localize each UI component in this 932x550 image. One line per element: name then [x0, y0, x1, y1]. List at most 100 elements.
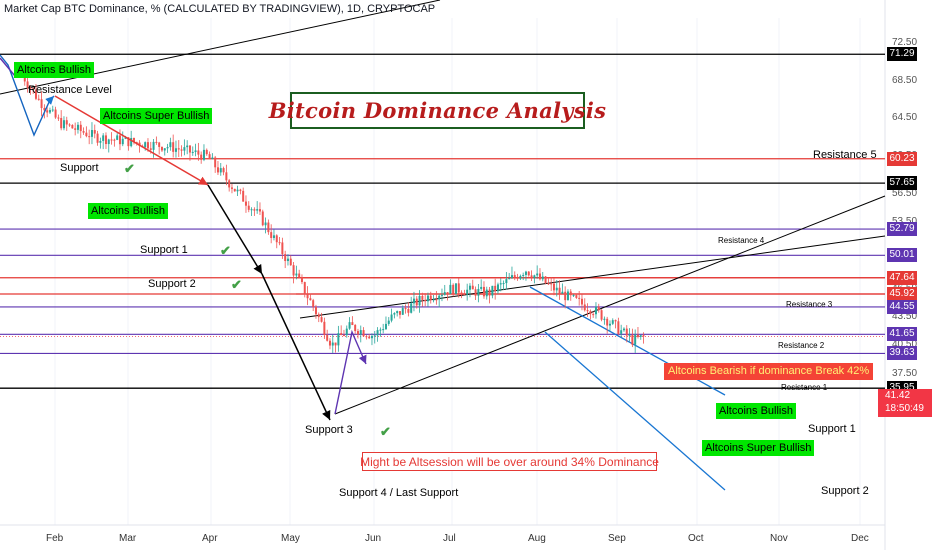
- candle-body: [393, 313, 396, 315]
- trend-line: [334, 195, 886, 415]
- down-arrow: [207, 184, 263, 275]
- candle-body: [533, 275, 536, 279]
- candle-body: [79, 124, 82, 132]
- candle-body: [239, 189, 242, 191]
- candle-body: [65, 120, 68, 125]
- candle-body: [452, 284, 455, 295]
- candle-body: [180, 149, 183, 151]
- price-tick: 72.50: [892, 36, 918, 48]
- candle-body: [74, 128, 77, 130]
- candle-body: [365, 336, 368, 338]
- candle-body: [550, 283, 553, 285]
- candle-body: [57, 117, 60, 119]
- candle-body: [309, 298, 312, 301]
- candle-body: [281, 242, 284, 255]
- label-support-1: Support 1: [140, 244, 188, 256]
- analysis-title-box: Bitcoin Dominance Analysis: [269, 92, 606, 129]
- candle-body: [272, 235, 275, 238]
- candle-body: [592, 314, 595, 316]
- candle-body: [331, 342, 334, 346]
- down-arrow: [54, 95, 209, 186]
- zigzag-arrow: [0, 57, 16, 77]
- candle-body: [564, 291, 567, 301]
- candle-body: [530, 275, 533, 279]
- candle-body: [519, 275, 522, 279]
- candle-body: [85, 132, 88, 137]
- time-tick: Sep: [608, 533, 626, 544]
- candle-body: [76, 124, 79, 130]
- candle-body: [345, 328, 348, 336]
- candle-body: [26, 81, 29, 88]
- candle-body: [387, 320, 390, 324]
- candle-body: [410, 303, 413, 313]
- candle-body: [608, 323, 611, 326]
- candle-body: [191, 151, 194, 153]
- candle-body: [261, 211, 264, 226]
- label-right-support-2: Support 2: [821, 485, 869, 497]
- level-price-tag: 71.29: [887, 47, 917, 62]
- candle-body: [130, 138, 133, 147]
- candle-body: [113, 139, 116, 141]
- candle-body: [317, 314, 320, 318]
- label-resistance-3: Resistance 3: [786, 300, 833, 309]
- candle-body: [312, 300, 315, 307]
- candle-body: [155, 141, 158, 143]
- note-box: Might be Altsession will be over around …: [360, 452, 659, 471]
- level-price-tag: 52.79: [887, 222, 917, 237]
- candle-body: [102, 135, 105, 141]
- candle-body: [163, 148, 166, 151]
- candle-body: [197, 150, 200, 155]
- candle-body: [468, 285, 471, 290]
- candle-body: [583, 304, 586, 311]
- candles: [20, 66, 645, 353]
- candle-body: [597, 306, 600, 311]
- candle-body: [328, 340, 331, 346]
- candle-body: [233, 188, 236, 192]
- candle-body: [158, 142, 161, 147]
- candle-body: [401, 308, 404, 315]
- candle-body: [188, 145, 191, 153]
- candle-body: [60, 117, 63, 129]
- price-tick: 40.50: [892, 339, 918, 351]
- tag-altcoins-bearish: Altcoins Bearish if dominance Break 42%: [664, 363, 874, 380]
- candle-body: [513, 275, 516, 277]
- candle-body: [558, 287, 561, 294]
- tag-altcoins-bullish-2: Altcoins Bullish: [88, 203, 168, 219]
- candle-body: [354, 324, 357, 332]
- candle-body: [200, 154, 203, 160]
- label-resistance-2: Resistance 2: [778, 341, 825, 350]
- time-tick: Mar: [119, 533, 137, 544]
- candle-body: [236, 189, 239, 192]
- candle-body: [303, 282, 306, 295]
- candle-body: [247, 205, 250, 210]
- candle-body: [620, 330, 623, 334]
- check-icon: ✔: [220, 243, 231, 258]
- candle-body: [457, 283, 460, 293]
- level-price-tag: 39.63: [887, 346, 917, 361]
- candle-body: [166, 147, 169, 149]
- candle-body: [40, 99, 43, 109]
- candle-body: [561, 291, 564, 294]
- candle-body: [48, 110, 51, 113]
- candle-body: [390, 314, 393, 321]
- candle-body: [323, 321, 326, 336]
- time-tick: Oct: [688, 533, 704, 544]
- candle-body: [460, 292, 463, 295]
- candle-body: [270, 232, 273, 238]
- candle-body: [132, 138, 135, 143]
- candle-body: [555, 287, 558, 291]
- candle-body: [174, 148, 177, 152]
- candle-body: [300, 277, 303, 283]
- candle-body: [438, 295, 441, 300]
- candle-body: [144, 142, 147, 148]
- candle-body: [177, 148, 180, 150]
- candle-body: [286, 258, 289, 262]
- candle-body: [362, 330, 365, 337]
- candle-body: [379, 329, 382, 331]
- candle-body: [216, 167, 219, 173]
- candle-body: [466, 289, 469, 295]
- level-price-tag: 57.65: [887, 176, 917, 191]
- label-support: Support: [60, 162, 99, 174]
- level-price-tag: 47.64: [887, 270, 917, 285]
- candle-body: [116, 135, 119, 140]
